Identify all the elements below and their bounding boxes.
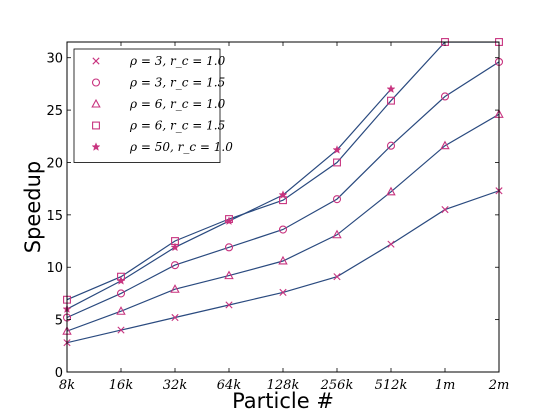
data-point-s3-1m [440, 140, 450, 150]
data-point-s1-1m [441, 206, 449, 214]
data-point-s3-512k [386, 186, 396, 196]
data-point-s5-16k [116, 276, 126, 285]
y-axis-title: Speedup [21, 161, 45, 253]
x-tick-label: 16k [109, 378, 134, 393]
legend-label-1: ρ = 3, r_c = 1.0 [129, 54, 226, 68]
data-point-s2-512k [386, 141, 396, 150]
legend: ρ = 3, r_c = 1.0 ρ = 3, r_c = 1.5 ρ = 6, r… [73, 48, 233, 163]
data-point-s4-512k [387, 96, 395, 105]
x-tick-label: 8k [59, 378, 75, 393]
legend-box [73, 48, 221, 163]
data-point-s3-64k [224, 270, 234, 280]
data-point-s3-128k [278, 255, 288, 265]
data-point-s2-1m [440, 92, 450, 101]
data-point-s5-128k [278, 190, 288, 199]
data-point-s1-512k [387, 240, 395, 248]
series-line-1 [67, 190, 499, 344]
x-tick-label: 128k [267, 378, 300, 393]
y-tick-label: 0 [55, 366, 63, 381]
data-point-s5-256k [332, 145, 342, 154]
x-tick-label: 2m [488, 378, 510, 393]
legend-label-3: ρ = 6, r_c = 1.0 [129, 97, 226, 111]
data-point-s5-512k [386, 84, 396, 93]
legend-marker-2 [91, 78, 101, 87]
y-tick-label: 30 [46, 52, 63, 67]
data-point-s3-16k [116, 306, 126, 315]
y-tick-label: 15 [46, 209, 63, 224]
x-tick-label: 32k [163, 378, 188, 393]
x-tick-label: 1m [435, 378, 456, 393]
legend-marker-5 [91, 142, 101, 151]
x-tick-label: 64k [217, 378, 242, 393]
legend-label-5: ρ = 50, r_c = 1.0 [129, 140, 233, 154]
x-tick-label: 256k [320, 378, 354, 393]
data-point-s2-32k [170, 261, 180, 270]
x-tick-label: 512k [375, 378, 408, 393]
data-point-s5-32k [170, 242, 180, 252]
y-tick-label: 5 [55, 314, 63, 329]
legend-label-4: ρ = 6, r_c = 1.5 [129, 119, 225, 133]
data-point-s1-32k [171, 313, 179, 322]
data-point-s1-256k [333, 273, 341, 281]
series-line-3 [67, 113, 499, 332]
data-point-s5-64k [224, 216, 234, 225]
data-point-s1-128k [279, 288, 287, 296]
y-tick-label: 10 [46, 261, 63, 276]
series-line-4 [67, 42, 499, 301]
legend-marker-3 [91, 98, 101, 108]
y-tick-label: 25 [46, 104, 63, 119]
data-point-s1-16k [117, 326, 125, 334]
x-axis-title: Particle # [232, 389, 334, 413]
data-point-s2-16k [116, 289, 126, 298]
legend-marker-4 [92, 121, 100, 130]
data-point-s3-256k [332, 229, 342, 239]
legend-marker-1 [92, 57, 100, 65]
data-point-s2-256k [332, 195, 342, 204]
data-point-s1-64k [225, 301, 233, 309]
data-point-s4-256k [333, 158, 341, 167]
series-line-2 [67, 61, 499, 319]
y-tick-label: 20 [46, 156, 63, 171]
legend-label-2: ρ = 3, r_c = 1.5 [129, 76, 225, 90]
data-point-s2-64k [224, 243, 234, 252]
data-point-s3-32k [170, 284, 180, 293]
data-point-s2-128k [278, 225, 288, 234]
